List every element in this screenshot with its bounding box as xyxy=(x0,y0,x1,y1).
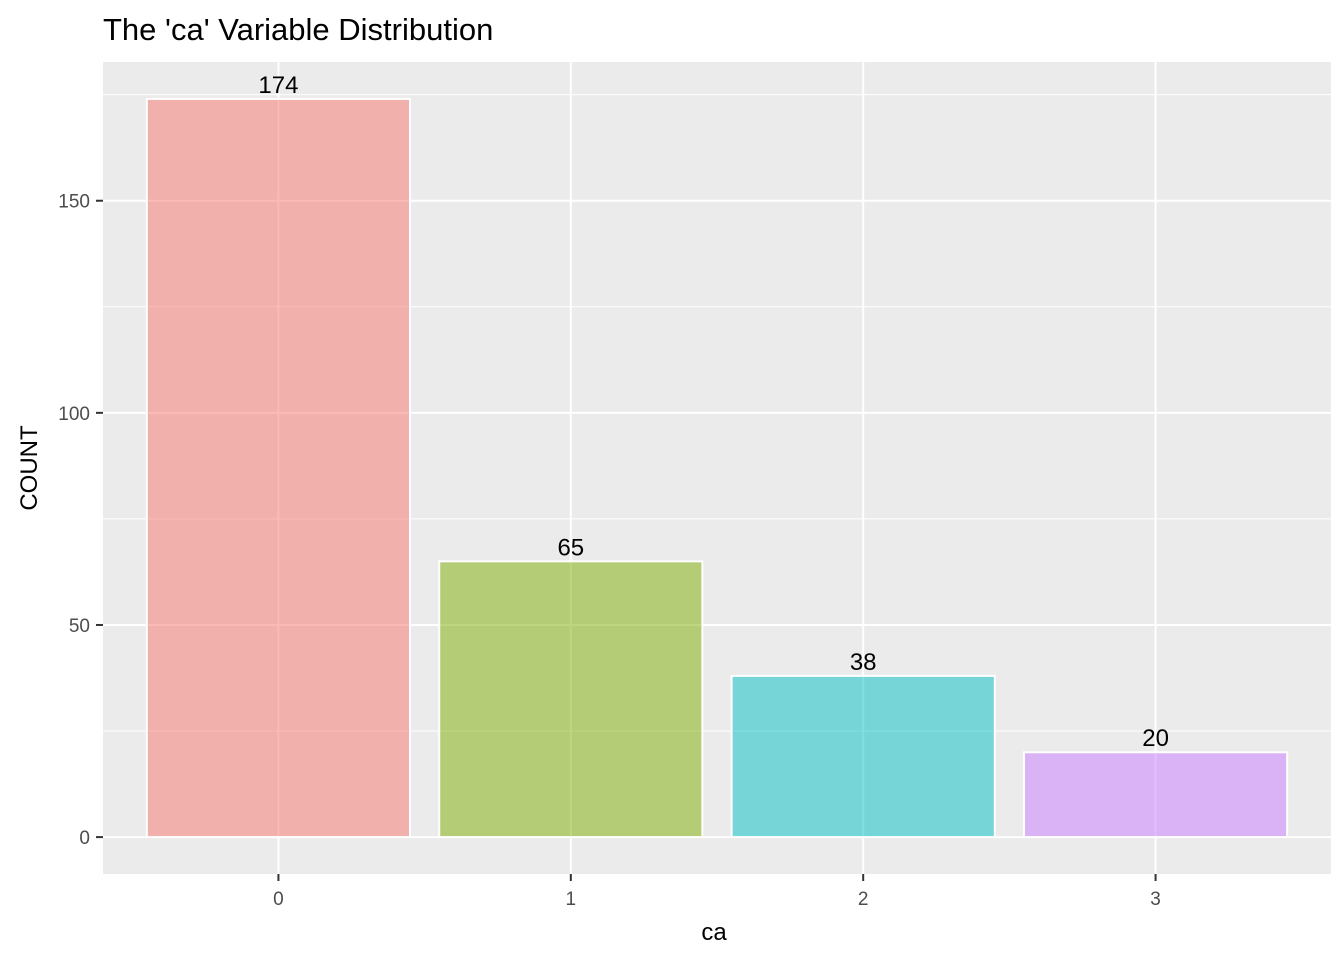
bar-3 xyxy=(1023,751,1289,839)
chart-title: The 'ca' Variable Distribution xyxy=(103,12,493,47)
y-axis: 0 50 100 150 xyxy=(58,192,103,849)
x-tick-label: 2 xyxy=(858,889,869,910)
bar-0 xyxy=(145,97,411,839)
data-labels: 174 65 38 20 xyxy=(258,72,1169,752)
bar-1 xyxy=(438,560,704,839)
y-tick-label: 100 xyxy=(58,404,90,425)
data-label-3: 20 xyxy=(1142,725,1169,752)
y-tick-label: 150 xyxy=(58,192,90,213)
bars xyxy=(145,97,1289,839)
x-tick-label: 3 xyxy=(1150,889,1161,910)
x-axis: 0 1 2 3 xyxy=(273,874,1161,910)
data-label-1: 65 xyxy=(557,534,584,561)
data-label-0: 174 xyxy=(258,72,298,99)
x-tick-label: 1 xyxy=(566,889,577,910)
y-tick-label: 50 xyxy=(69,616,90,637)
x-axis-title: ca xyxy=(701,919,727,946)
x-tick-label: 0 xyxy=(273,889,284,910)
y-tick-label: 0 xyxy=(79,828,90,849)
bar-2 xyxy=(730,674,996,839)
data-label-2: 38 xyxy=(850,649,877,676)
y-axis-title: COUNT xyxy=(16,425,43,511)
